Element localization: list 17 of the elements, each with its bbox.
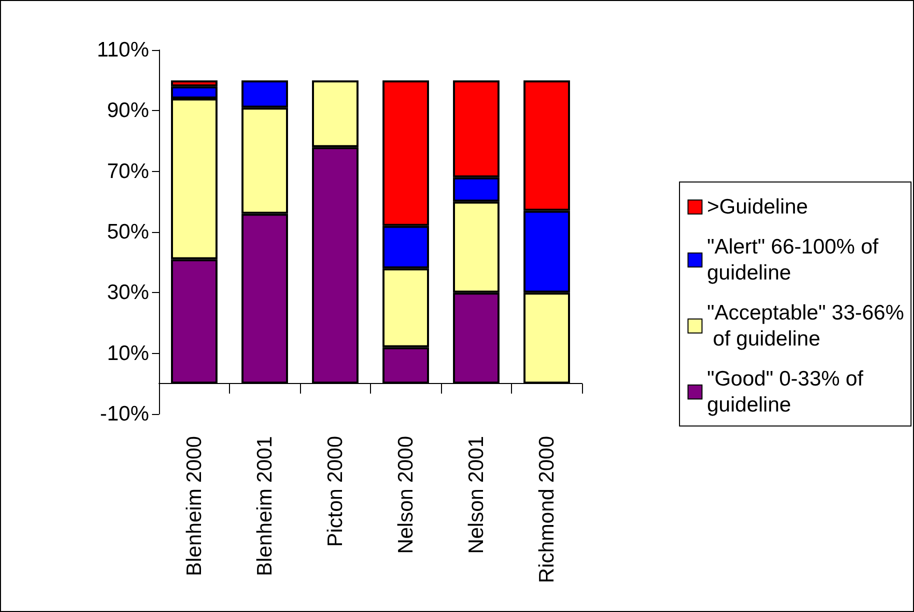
x-tick-label: Blenheim 2001 bbox=[253, 436, 276, 576]
legend-label: >Guideline bbox=[707, 196, 808, 218]
y-tick-label: 110% bbox=[96, 38, 149, 62]
legend-label: "Good" 0-33% of guideline bbox=[707, 368, 870, 416]
x-tick-label: Blenheim 2000 bbox=[182, 436, 206, 576]
y-tick-label: 70% bbox=[106, 160, 149, 183]
y-tick-label: 50% bbox=[106, 220, 149, 244]
x-tick-label: Richmond 2000 bbox=[535, 436, 558, 584]
y-tick-label: 90% bbox=[106, 99, 149, 122]
legend-label: "Alert" 66-100% of guideline bbox=[707, 236, 884, 284]
y-tick-label: 10% bbox=[106, 342, 149, 365]
y-tick-label: 30% bbox=[106, 281, 149, 304]
legend-label: "Acceptable" 33-66% of guideline bbox=[707, 302, 904, 350]
x-tick-label: Picton 2000 bbox=[324, 436, 347, 547]
x-tick-label: Nelson 2000 bbox=[394, 436, 418, 554]
x-tick-label: Nelson 2001 bbox=[464, 436, 488, 554]
y-tick-label: -10% bbox=[100, 402, 149, 426]
